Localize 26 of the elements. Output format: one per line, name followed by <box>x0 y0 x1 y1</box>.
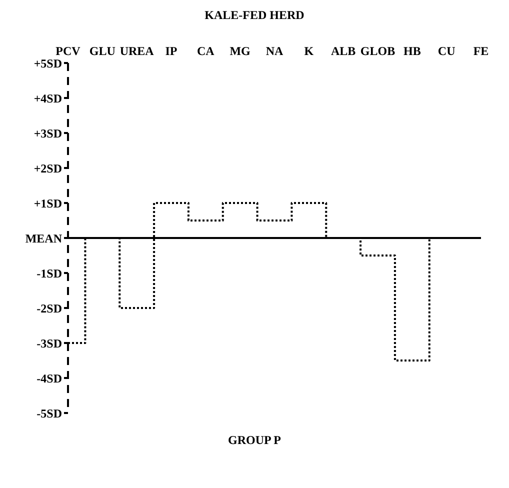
y-tick-label: MEAN <box>25 231 62 246</box>
chart-title: KALE-FED HERD <box>204 8 306 23</box>
y-tick-label: -3SD <box>36 336 62 350</box>
x-tick-label: HB <box>403 44 421 58</box>
x-tick-label: IP <box>165 44 178 58</box>
x-axis-title: GROUP P <box>227 433 282 448</box>
y-tick-label: -5SD <box>36 406 62 420</box>
x-tick-label: CA <box>196 44 215 58</box>
y-tick-label: +4SD <box>34 91 62 106</box>
y-tick-label: +1SD <box>34 196 62 210</box>
y-tick-label: +3SD <box>34 126 62 140</box>
y-tick-label: -1SD <box>36 266 62 280</box>
x-tick-label: K <box>304 44 314 58</box>
x-tick-label: GLU <box>89 44 116 58</box>
x-tick-label: FE <box>473 44 489 58</box>
y-tick-label: +2SD <box>34 161 62 176</box>
y-tick-label: -4SD <box>36 371 62 386</box>
y-tick-label: +5SD <box>34 56 62 70</box>
x-tick-label: ALB <box>330 44 356 58</box>
x-tick-label: PCV <box>56 44 81 58</box>
x-tick-label: GLOB <box>360 44 396 58</box>
x-tick-label: NA <box>266 44 284 58</box>
y-tick-label: -2SD <box>36 301 62 316</box>
x-tick-label: UREA <box>120 44 154 58</box>
x-tick-label: MG <box>230 44 250 58</box>
x-tick-label: CU <box>438 44 456 58</box>
